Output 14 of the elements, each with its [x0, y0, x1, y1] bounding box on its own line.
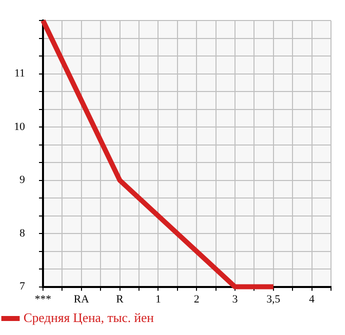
y-tick-label: 11	[14, 68, 25, 80]
x-tick-label: 1	[155, 293, 161, 306]
x-tick-label: RA	[74, 293, 90, 306]
x-tick-label: 3,5	[266, 293, 281, 306]
y-tick-label: 8	[20, 227, 26, 240]
y-tick-label: 9	[20, 174, 26, 186]
x-tick-label: R	[116, 293, 124, 306]
x-tick-label: 3	[232, 293, 238, 306]
legend-label: Средняя Цена, тыс. йен	[24, 310, 154, 325]
x-tick-label: 4	[309, 293, 316, 306]
x-tick-label: 2	[194, 293, 200, 306]
y-tick-label: 7	[20, 280, 26, 293]
x-tick-label: ***	[34, 293, 52, 306]
y-tick-label: 10	[14, 120, 26, 133]
